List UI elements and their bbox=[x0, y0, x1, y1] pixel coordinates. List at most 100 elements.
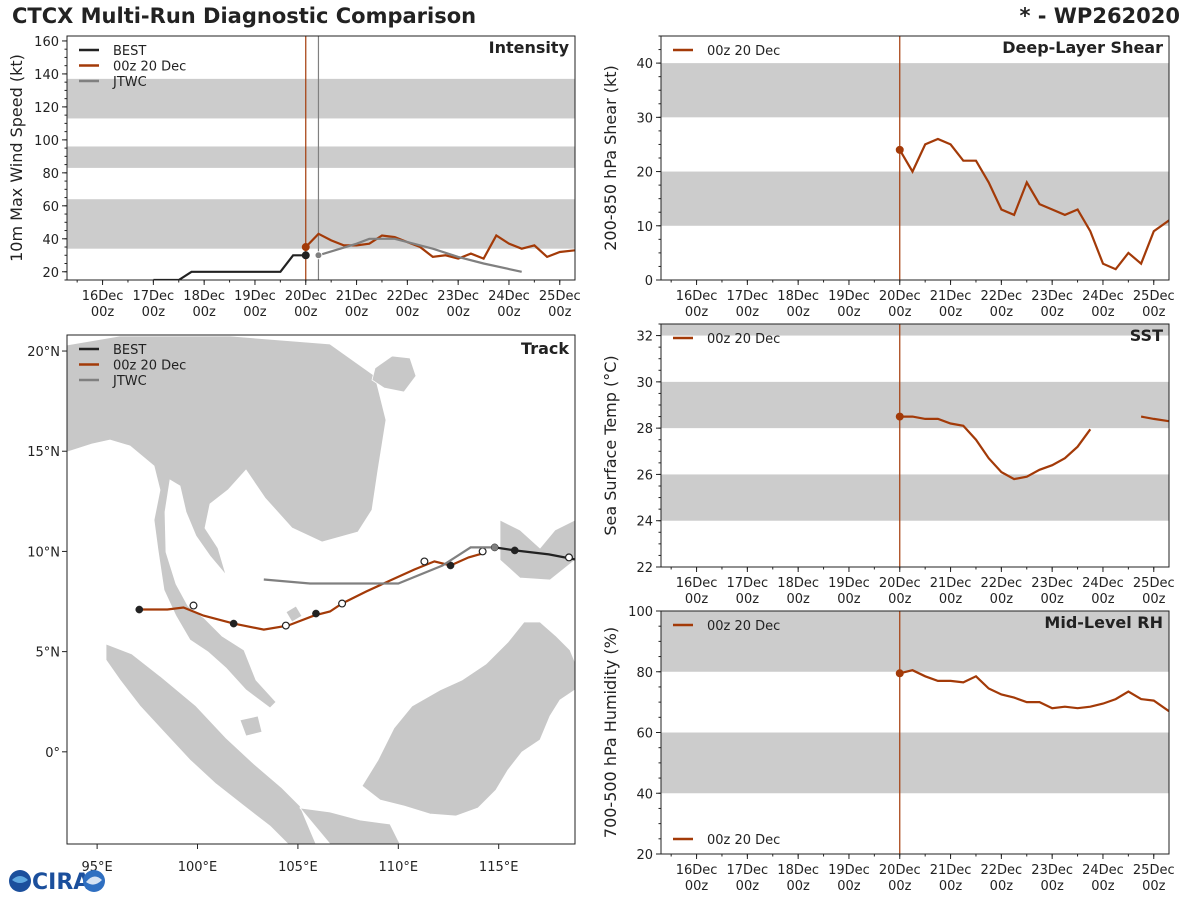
y-tick-label: 40 bbox=[636, 57, 653, 72]
band-2 bbox=[661, 324, 1169, 336]
track-y-label: 20°N bbox=[27, 345, 60, 360]
x-tick-day: 24Dec bbox=[1082, 289, 1124, 304]
panel-title: Intensity bbox=[489, 38, 570, 57]
series-line-0 bbox=[898, 137, 1169, 271]
x-tick-day: 25Dec bbox=[1133, 289, 1175, 304]
band-0 bbox=[661, 171, 1169, 226]
band-0 bbox=[67, 199, 575, 249]
track-x-label: 105°E bbox=[278, 860, 318, 875]
series-line-0 bbox=[153, 254, 306, 280]
x-tick-hour: 00z bbox=[396, 305, 420, 320]
track-x-label: 115°E bbox=[479, 860, 519, 875]
track-x-label: 100°E bbox=[178, 860, 218, 875]
panel-frame bbox=[66, 35, 576, 281]
legend-label-0: 00z 20 Dec bbox=[707, 332, 780, 347]
x-tick-day: 19Dec bbox=[234, 289, 276, 304]
panel-intensity: 2040608010012014016016Dec00z17Dec00z18De… bbox=[7, 35, 581, 320]
x-tick-hour: 00z bbox=[837, 592, 861, 607]
x-tick-day: 24Dec bbox=[1082, 576, 1124, 591]
x-tick-day: 20Dec bbox=[879, 289, 921, 304]
track-y-label: 0° bbox=[45, 746, 60, 761]
x-tick-hour: 00z bbox=[1040, 305, 1064, 320]
panel-frame bbox=[660, 323, 1170, 568]
x-tick-day: 19Dec bbox=[828, 863, 870, 878]
track-point-open-1 bbox=[420, 557, 429, 566]
legend-label-1: 00z 20 Dec bbox=[113, 359, 186, 374]
legend-label-top: 00z 20 Dec bbox=[707, 619, 780, 634]
x-tick-hour: 00z bbox=[345, 305, 369, 320]
y-tick-label: 26 bbox=[636, 468, 653, 483]
band-1 bbox=[661, 381, 1169, 429]
x-tick-hour: 00z bbox=[888, 592, 912, 607]
x-tick-hour: 00z bbox=[888, 305, 912, 320]
series-line-0 bbox=[899, 669, 1169, 713]
series-line-1 bbox=[1140, 415, 1169, 423]
panel-title: Deep-Layer Shear bbox=[1002, 38, 1163, 57]
x-tick-day: 22Dec bbox=[981, 289, 1023, 304]
storm-id: * - WP262020 bbox=[1019, 4, 1180, 28]
x-tick-hour: 00z bbox=[1091, 305, 1115, 320]
y-tick-label: 60 bbox=[42, 200, 59, 215]
x-tick-hour: 00z bbox=[939, 879, 963, 894]
y-tick-label: 100 bbox=[34, 134, 59, 149]
x-tick-day: 18Dec bbox=[777, 576, 819, 591]
x-tick-hour: 00z bbox=[497, 305, 521, 320]
plot-area bbox=[661, 611, 1169, 854]
x-tick-day: 25Dec bbox=[1133, 863, 1175, 878]
x-tick-hour: 00z bbox=[1142, 879, 1166, 894]
legend-label-0: BEST bbox=[113, 343, 146, 358]
x-tick-hour: 00z bbox=[939, 305, 963, 320]
x-tick-hour: 00z bbox=[192, 305, 216, 320]
y-tick-label: 120 bbox=[34, 101, 59, 116]
x-tick-day: 18Dec bbox=[777, 289, 819, 304]
x-tick-day: 17Dec bbox=[727, 863, 769, 878]
x-tick-day: 16Dec bbox=[82, 289, 124, 304]
panel-rh: 2040608010016Dec00z17Dec00z18Dec00z19Dec… bbox=[601, 605, 1175, 894]
x-tick-hour: 00z bbox=[685, 305, 709, 320]
x-tick-hour: 00z bbox=[786, 592, 810, 607]
x-tick-hour: 00z bbox=[1091, 592, 1115, 607]
x-tick-hour: 00z bbox=[685, 592, 709, 607]
x-tick-day: 20Dec bbox=[879, 863, 921, 878]
legend-label-0: BEST bbox=[113, 44, 146, 59]
y-tick-label: 160 bbox=[34, 35, 59, 50]
cira-logo: CIRA bbox=[9, 870, 105, 895]
x-tick-day: 16Dec bbox=[676, 863, 718, 878]
series-marker-0 bbox=[895, 669, 904, 678]
track-line-1 bbox=[139, 552, 483, 631]
y-tick-label: 10 bbox=[636, 220, 653, 235]
x-tick-hour: 00z bbox=[837, 879, 861, 894]
x-tick-hour: 00z bbox=[1040, 592, 1064, 607]
x-tick-day: 20Dec bbox=[285, 289, 327, 304]
track-y-label: 15°N bbox=[27, 445, 60, 460]
series-line-0 bbox=[899, 415, 1092, 481]
series-marker-0 bbox=[895, 412, 904, 421]
x-tick-day: 16Dec bbox=[676, 576, 718, 591]
legend-label-2: JTWC bbox=[112, 75, 147, 90]
y-tick-label: 30 bbox=[636, 376, 653, 391]
y-axis-label: 200-850 hPa Shear (kt) bbox=[601, 65, 620, 251]
band-1 bbox=[67, 146, 575, 168]
y-tick-label: 24 bbox=[636, 515, 653, 530]
x-tick-day: 22Dec bbox=[387, 289, 429, 304]
panel-sst: 22242628303216Dec00z17Dec00z18Dec00z19De… bbox=[601, 323, 1175, 607]
x-tick-hour: 00z bbox=[446, 305, 470, 320]
track-point-filled-1 bbox=[135, 605, 144, 614]
legend-label-0: 00z 20 Dec bbox=[707, 833, 780, 848]
panel-title: Mid-Level RH bbox=[1044, 613, 1163, 632]
x-tick-hour: 00z bbox=[990, 305, 1014, 320]
x-tick-hour: 00z bbox=[1091, 879, 1115, 894]
x-tick-hour: 00z bbox=[786, 879, 810, 894]
series-marker-2 bbox=[314, 251, 323, 260]
x-tick-hour: 00z bbox=[91, 305, 115, 320]
track-point-open-1 bbox=[478, 547, 487, 556]
x-tick-hour: 00z bbox=[736, 305, 760, 320]
y-tick-label: 100 bbox=[628, 605, 653, 620]
band-2 bbox=[67, 78, 575, 119]
track-line-2 bbox=[263, 546, 495, 585]
x-tick-hour: 00z bbox=[837, 305, 861, 320]
legend-label-0: 00z 20 Dec bbox=[707, 44, 780, 59]
panel-shear: 01020304016Dec00z17Dec00z18Dec00z19Dec00… bbox=[601, 35, 1175, 320]
x-tick-day: 24Dec bbox=[1082, 863, 1124, 878]
